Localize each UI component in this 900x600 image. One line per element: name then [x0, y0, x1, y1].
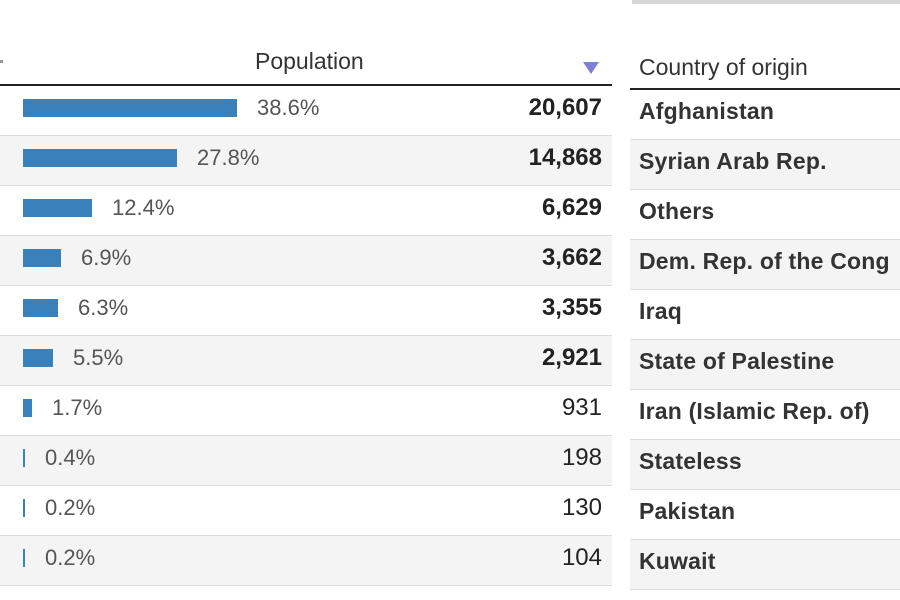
percentage-label: 12.4% [112, 195, 175, 220]
table-row: 0.2% 104 [0, 536, 612, 586]
table-row: 5.5% 2,921 [0, 336, 612, 386]
population-bar [23, 199, 92, 217]
population-value: 20,607 [528, 94, 602, 121]
population-bar [23, 149, 177, 167]
country-name: Dem. Rep. of the Cong [639, 248, 890, 274]
header-strip [632, 0, 900, 4]
country-name: State of Palestine [639, 348, 835, 374]
population-header-label: Population [255, 48, 364, 74]
table-row[interactable]: Syrian Arab Rep. [630, 140, 900, 190]
table-row: 0.2% 130 [0, 486, 612, 536]
population-bar [23, 99, 237, 117]
population-column-header[interactable]: Population [0, 44, 612, 86]
population-value: 130 [561, 494, 602, 521]
table-row[interactable]: Afghanistan [630, 90, 900, 140]
percentage-label: 0.4% [45, 445, 96, 470]
country-name: Kuwait [639, 548, 716, 574]
population-bar [23, 499, 25, 517]
table-row[interactable]: Kuwait [630, 540, 900, 590]
percentage-label: 1.7% [52, 395, 103, 420]
country-name: Others [639, 198, 715, 224]
country-name: Iraq [639, 298, 682, 324]
table-row[interactable]: Iraq [630, 290, 900, 340]
sort-descending-icon[interactable] [583, 62, 599, 74]
population-value: 3,662 [541, 244, 602, 271]
population-value: 931 [561, 394, 602, 421]
country-column-header[interactable]: Country of origin [630, 44, 900, 90]
population-value: 198 [561, 444, 602, 471]
population-bar [23, 449, 25, 467]
population-bar [23, 349, 53, 367]
column-resize-icon [0, 60, 3, 63]
percentage-label: 6.9% [81, 245, 132, 270]
population-bar [23, 299, 58, 317]
population-value: 3,355 [541, 294, 602, 321]
population-bar [23, 249, 61, 267]
population-value: 6,629 [541, 194, 602, 221]
population-value: 104 [561, 544, 602, 571]
country-name: Pakistan [639, 498, 736, 524]
country-name: Syrian Arab Rep. [639, 148, 827, 174]
percentage-label: 38.6% [257, 95, 320, 120]
table-row: 27.8% 14,868 [0, 136, 612, 186]
table-row: 38.6% 20,607 [0, 86, 612, 136]
table-row[interactable]: Dem. Rep. of the Cong [630, 240, 900, 290]
percentage-label: 5.5% [73, 345, 124, 370]
table-row: 1.7% 931 [0, 386, 612, 436]
country-name: Stateless [639, 448, 742, 474]
population-table-body: 38.6% 20,607 27.8% 14,868 12.4% 6,629 6.… [0, 86, 612, 586]
percentage-label: 6.3% [78, 295, 129, 320]
table-row: 0.4% 198 [0, 436, 612, 486]
population-value: 14,868 [528, 144, 602, 171]
table-row: 6.3% 3,355 [0, 286, 612, 336]
country-name: Iran (Islamic Rep. of) [639, 398, 870, 424]
table-row[interactable]: State of Palestine [630, 340, 900, 390]
percentage-label: 0.2% [45, 495, 96, 520]
table-row: 6.9% 3,662 [0, 236, 612, 286]
country-table-body: Afghanistan Syrian Arab Rep. Others Dem.… [630, 90, 900, 590]
population-bar [23, 399, 32, 417]
percentage-label: 0.2% [45, 545, 96, 570]
percentage-label: 27.8% [197, 145, 260, 170]
country-header-label: Country of origin [639, 54, 808, 80]
country-name: Afghanistan [639, 98, 775, 124]
population-value: 2,921 [541, 344, 602, 371]
table-row[interactable]: Others [630, 190, 900, 240]
table-row[interactable]: Pakistan [630, 490, 900, 540]
table-row[interactable]: Iran (Islamic Rep. of) [630, 390, 900, 440]
population-bar [23, 549, 25, 567]
table-row: 12.4% 6,629 [0, 186, 612, 236]
table-row[interactable]: Stateless [630, 440, 900, 490]
